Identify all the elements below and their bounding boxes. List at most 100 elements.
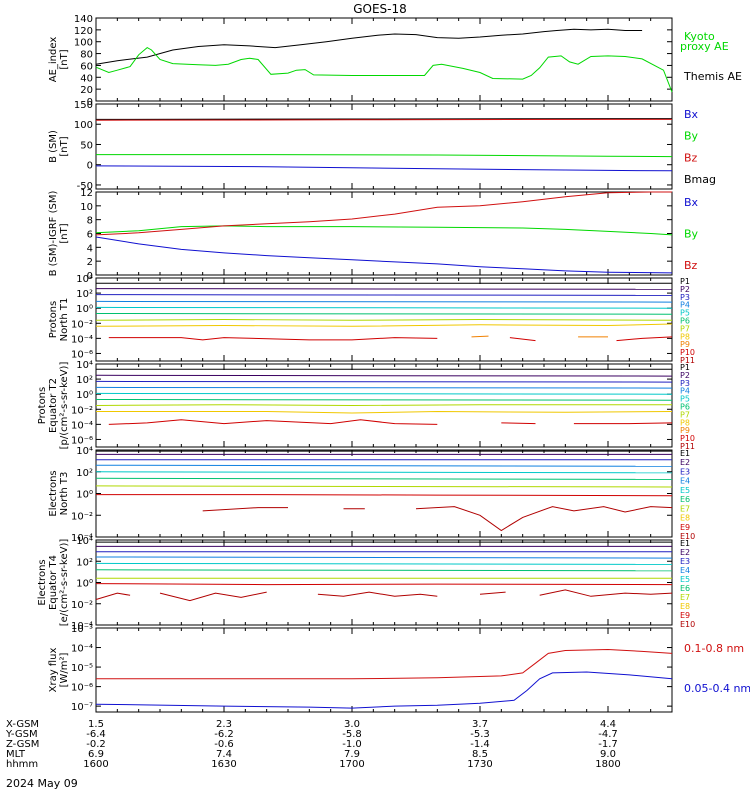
legend-entry: By <box>684 130 699 143</box>
legend-entry: P6 <box>680 317 690 326</box>
y-axis-label: [nT] <box>59 223 70 243</box>
legend-entry: P6 <box>680 403 690 412</box>
legend-entry: E3 <box>680 557 690 566</box>
x-axis-value: 4.4 <box>600 719 616 730</box>
y-tick-label: 40 <box>80 73 93 84</box>
legend-entry: proxy AE <box>680 40 729 53</box>
series-line <box>95 236 673 274</box>
x-axis-value: 1800 <box>595 759 620 770</box>
y-tick-label: 50 <box>80 140 93 151</box>
y-axis-label: [nT] <box>59 49 70 69</box>
x-axis-value: 2.3 <box>216 719 232 730</box>
legend-entry: Bz <box>684 259 698 272</box>
legend-entry: E2 <box>680 548 690 557</box>
series-line <box>95 225 673 236</box>
y-axis-label: Protons <box>37 387 48 424</box>
series-line <box>159 591 267 602</box>
series-line <box>95 399 673 401</box>
y-tick-label: 10⁻³ <box>71 624 93 635</box>
series-line <box>95 318 673 321</box>
y-tick-label: 10⁻⁴ <box>71 533 93 544</box>
y-tick-label: 10⁻⁶ <box>71 435 93 446</box>
series-line <box>95 46 673 93</box>
y-tick-label: 10⁻⁷ <box>71 702 93 713</box>
series-line <box>95 471 673 474</box>
legend-entry: Bx <box>684 108 699 121</box>
series-line <box>501 422 536 425</box>
panel-bsm: -50 0 50 100 150 B (SM) [nT] Bx By Bz Bmag <box>48 100 716 192</box>
panel-frame <box>95 17 673 102</box>
y-tick-label: 6 <box>87 230 93 241</box>
legend-entry: P9 <box>680 340 690 349</box>
legend-entry: 0.1-0.8 nm <box>684 642 744 655</box>
x-axis-value: 7.9 <box>344 749 360 760</box>
x-axis-value: -0.2 <box>86 739 106 750</box>
y-tick-label: 10² <box>76 468 93 479</box>
series-line <box>479 591 506 595</box>
y-tick-label: 80 <box>80 50 93 61</box>
x-axis-value: -1.7 <box>598 739 618 750</box>
x-axis-value: -6.2 <box>214 729 234 740</box>
y-axis-label: [p/(cm²-s-sr-keV)] <box>59 362 70 450</box>
panel-bigrf: 0 2 4 6 8 10 12 B (SM)-IGRF (SM) [nT] Bx By Bz <box>48 188 699 282</box>
y-tick-label: 4 <box>87 243 93 254</box>
series-line <box>95 569 673 572</box>
x-axis-value: 3.0 <box>344 719 360 730</box>
series-line <box>95 313 673 315</box>
y-tick-label: 10⁻⁴ <box>71 334 93 345</box>
x-axis-value: -1.4 <box>470 739 490 750</box>
legend-entry: E1 <box>680 449 690 458</box>
legend-entry: P1 <box>680 277 690 286</box>
legend-entry: E7 <box>680 593 690 602</box>
y-tick-label: 10⁻⁶ <box>71 349 93 360</box>
x-axis-value: -4.7 <box>598 729 618 740</box>
series-line <box>96 494 673 497</box>
legend-entry: P10 <box>680 434 695 443</box>
series-line <box>539 589 673 597</box>
x-axis-row-label: Y-GSM <box>5 729 38 740</box>
legend-entry: P4 <box>680 301 690 310</box>
y-axis-label: [e/(cm²-s-sr-keV)] <box>59 539 70 627</box>
series-line <box>95 386 673 389</box>
legend-entry: P2 <box>680 285 690 294</box>
series-line <box>96 410 673 414</box>
y-tick-label: 140 <box>74 14 93 25</box>
series-line <box>95 404 672 407</box>
y-axis-label: [nT] <box>59 136 70 156</box>
y-tick-label: 10⁴ <box>76 274 93 285</box>
legend-entry: P4 <box>680 387 690 396</box>
y-tick-label: 100 <box>74 120 93 131</box>
y-tick-label: 100 <box>74 38 93 49</box>
legend-entry: E5 <box>680 575 690 584</box>
y-tick-label: 10⁰ <box>76 304 93 315</box>
legend-entry: P7 <box>680 410 690 419</box>
legend-entry: Bz <box>684 151 698 164</box>
x-axis-value: 1.5 <box>88 719 104 730</box>
y-tick-label: 10⁻² <box>71 405 93 416</box>
x-axis-value: -1.0 <box>342 739 362 750</box>
y-tick-label: 10⁻⁴ <box>71 621 93 632</box>
series-line <box>95 592 131 600</box>
y-tick-label: 12 <box>80 188 93 199</box>
y-tick-label: 10² <box>76 289 93 300</box>
legend-entry: P2 <box>680 371 690 380</box>
panel-frame <box>95 449 673 538</box>
series-line <box>95 464 673 467</box>
y-axis-label: B (SM)-IGRF (SM) <box>48 191 59 277</box>
legend-entry: E1 <box>680 539 690 548</box>
legend-entry: Themis AE <box>683 70 742 83</box>
series-line <box>95 583 673 586</box>
y-tick-label: 0 <box>87 161 93 172</box>
series-line <box>95 485 673 488</box>
series-line <box>95 562 673 565</box>
y-axis-label: [W/m²] <box>59 652 70 687</box>
legend-entry: P9 <box>680 426 690 435</box>
series-line <box>573 422 673 425</box>
y-tick-label: 0 <box>87 97 93 108</box>
series-line <box>95 165 673 172</box>
y-tick-label: 10² <box>76 557 93 568</box>
